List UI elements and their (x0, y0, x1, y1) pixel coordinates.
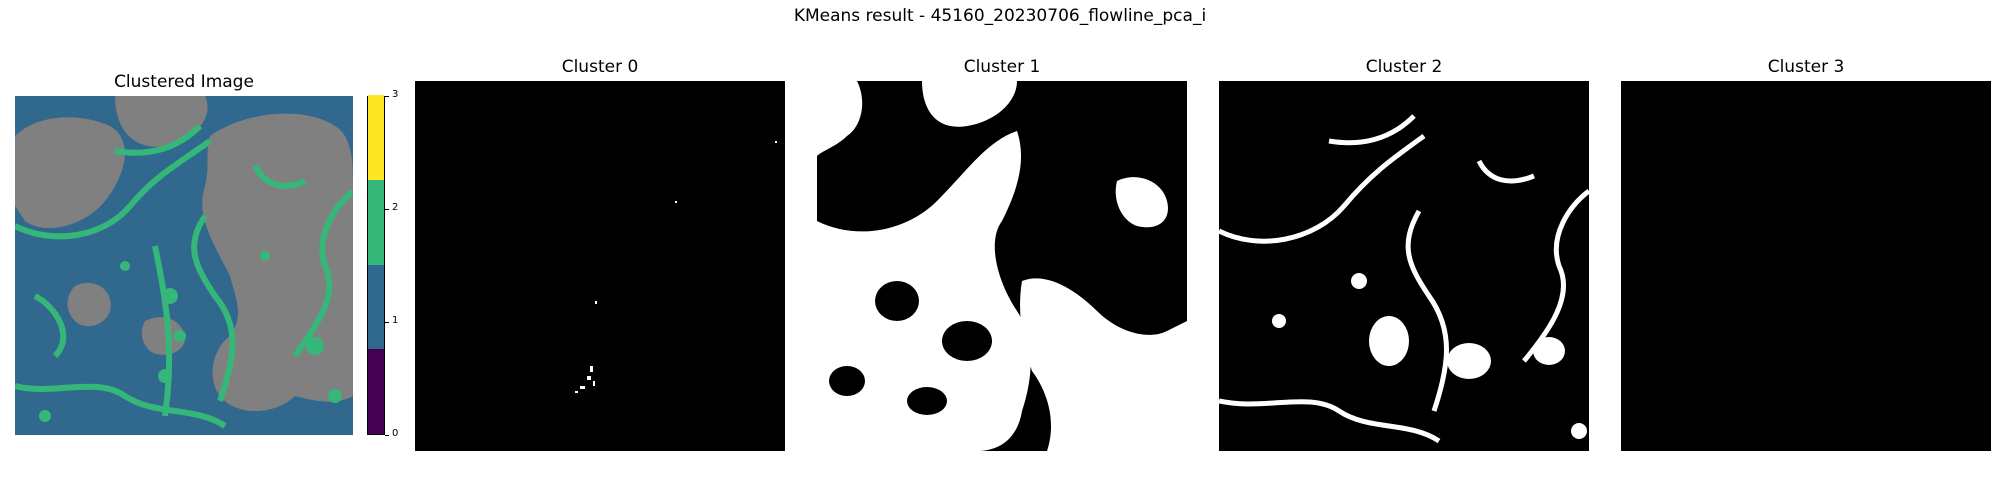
cluster-2-title: Cluster 2 (1365, 57, 1443, 77)
colorbar-tick-mark (385, 434, 389, 436)
colorbar-segment (368, 264, 384, 350)
colorbar-tick-mark (385, 321, 389, 323)
colorbar-tick-mark (385, 95, 389, 97)
clustered-image-heatmap (15, 96, 353, 435)
colorbar-tick-label: 3 (392, 89, 399, 100)
colorbar (367, 95, 385, 435)
cluster-2-regions (15, 123, 353, 429)
colorbar-segment (368, 179, 384, 265)
colorbar-segment (368, 349, 384, 434)
colorbar-tick-label: 2 (392, 202, 399, 213)
cluster-1-title: Cluster 1 (963, 57, 1041, 77)
cluster-0-title: Cluster 0 (561, 57, 639, 77)
colorbar-segment (368, 95, 384, 180)
cluster-0-mask (415, 81, 785, 451)
cluster-2-patches (39, 251, 342, 422)
colorbar-tick-mark (385, 208, 389, 210)
cluster-3-title: Cluster 3 (1767, 57, 1845, 77)
cluster-3-regions (15, 96, 353, 411)
colorbar-tick-label: 0 (392, 428, 399, 439)
colorbar-tick-label: 1 (392, 315, 399, 326)
cluster-3-mask (1621, 81, 1991, 451)
cluster-1-mask (817, 81, 1187, 451)
figure-suptitle: KMeans result - 45160_20230706_flowline_… (793, 6, 1207, 26)
cluster-2-mask (1219, 81, 1589, 451)
clustered-image-title: Clustered Image (114, 72, 254, 92)
